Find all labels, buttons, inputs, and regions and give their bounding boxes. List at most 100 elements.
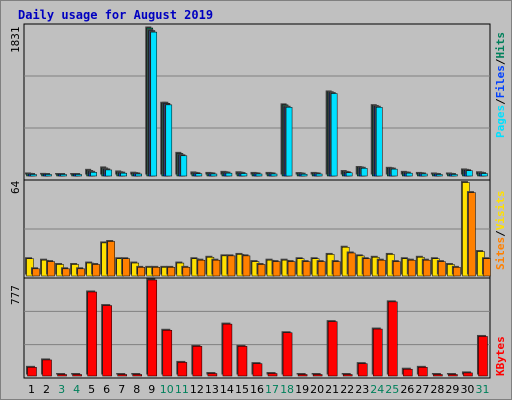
pages-bar [75,174,82,177]
kbytes-bar-shadow [266,372,276,375]
pages-bar-shadow [269,172,276,175]
sites-bar [438,261,446,277]
pages-bar-shadow [449,173,456,175]
pages-bar [330,93,338,177]
x-tick-label: 17 [265,383,279,396]
x-tick-label: 5 [88,383,95,396]
pages-bar [481,173,488,177]
x-tick-label: 1 [28,383,35,396]
visits-legend: Sites/Visits [494,191,507,271]
sites-bar [212,259,221,277]
pages-bar-shadow [74,173,81,175]
pages-bar-shadow [314,172,321,175]
pages-bar [391,168,398,177]
kbytes-bar [117,374,127,377]
x-tick-label: 26 [400,383,414,396]
sites-bar [287,261,296,277]
kbytes-bar-shadow [296,373,306,375]
x-tick-label: 3 [58,383,65,396]
sites-bar [152,267,161,277]
pages-bar [210,173,218,177]
pages-bar [345,172,353,177]
legend-visits: Visits [494,191,507,231]
sites-bar [317,261,326,277]
kbytes-bar [102,305,112,377]
kbytes-bar [87,291,97,377]
pages-bar [195,173,203,177]
pages-bar [436,174,443,177]
kbytes-bar [342,374,353,377]
kbytes-bar-shadow [206,372,216,375]
x-tick-label: 20 [310,383,324,396]
sites-bar [362,258,371,277]
kbytes-bar [237,346,248,377]
x-tick-label: 9 [148,383,155,396]
x-tick-label: 10 [160,383,174,396]
kbytes-bar [282,332,293,377]
sites-bar [468,192,476,277]
sites-bar [167,267,176,277]
pages-bar-shadow [419,172,426,175]
kbytes-bar [207,373,218,377]
kbytes-bar-shadow [56,373,66,375]
kbytes-bar [27,367,37,377]
kbytes-bar [297,374,308,377]
kbytes-bar-shadow [341,373,351,375]
x-tick-label: 16 [250,383,264,396]
x-tick-label: 12 [190,383,204,396]
pages-bar [300,173,308,177]
legend-sep-1: / [494,98,507,105]
pages-bar [150,31,158,177]
kbytes-bar [418,367,428,377]
kbytes-bar [132,374,142,377]
pages-bar [90,172,97,177]
pages-bar [105,169,112,177]
kbytes-bar [57,374,67,377]
kbytes-bar [403,368,413,377]
x-tick-label: 8 [133,383,140,396]
sites-bar [47,261,55,277]
kbytes-legend: KBytes [494,336,507,376]
kbytes-bar [42,359,52,377]
legend-hits: Hits [494,32,507,59]
kbytes-bar [463,372,473,377]
sites-bar [423,259,431,277]
x-tick-label: 13 [205,383,219,396]
pages-bar [225,172,233,177]
kbytes-bar-shadow [71,373,81,375]
x-tick-label: 30 [460,383,474,396]
sites-bar [32,268,40,277]
pages-bar [451,174,458,177]
sites-bar [272,261,281,277]
pages-bar-shadow [209,172,216,175]
sites-bar [302,261,311,277]
hits-plot-area [23,23,491,181]
kbytes-bar-shadow [446,373,456,375]
x-tick-label: 15 [235,383,249,396]
pages-bar [466,170,473,177]
pages-bar [270,173,278,177]
sites-bar [242,255,251,277]
kbytes-bar-shadow [131,373,141,375]
legend-sep-2: / [494,58,507,65]
legend-sep-3: / [494,230,507,237]
pages-bar-shadow [479,172,486,175]
kbytes-bar [162,330,173,377]
sites-bar [408,259,416,277]
hits-max-label: 1831 [9,27,22,54]
sites-bar [197,259,206,277]
kbytes-bar [388,301,398,377]
legend-kbytes: KBytes [494,336,507,376]
kbytes-bar [192,346,203,377]
sites-bar [107,241,115,277]
kbytes-bar [433,374,443,377]
legend-pages: Pages [494,105,507,138]
sites-bar [122,258,130,277]
pages-bar-shadow [44,173,51,175]
kbytes-bar-shadow [431,373,441,375]
x-tick-label: 24 [370,383,384,396]
kbytes-bar-shadow [311,373,321,375]
pages-bar [60,174,67,177]
sites-bar [92,264,100,277]
